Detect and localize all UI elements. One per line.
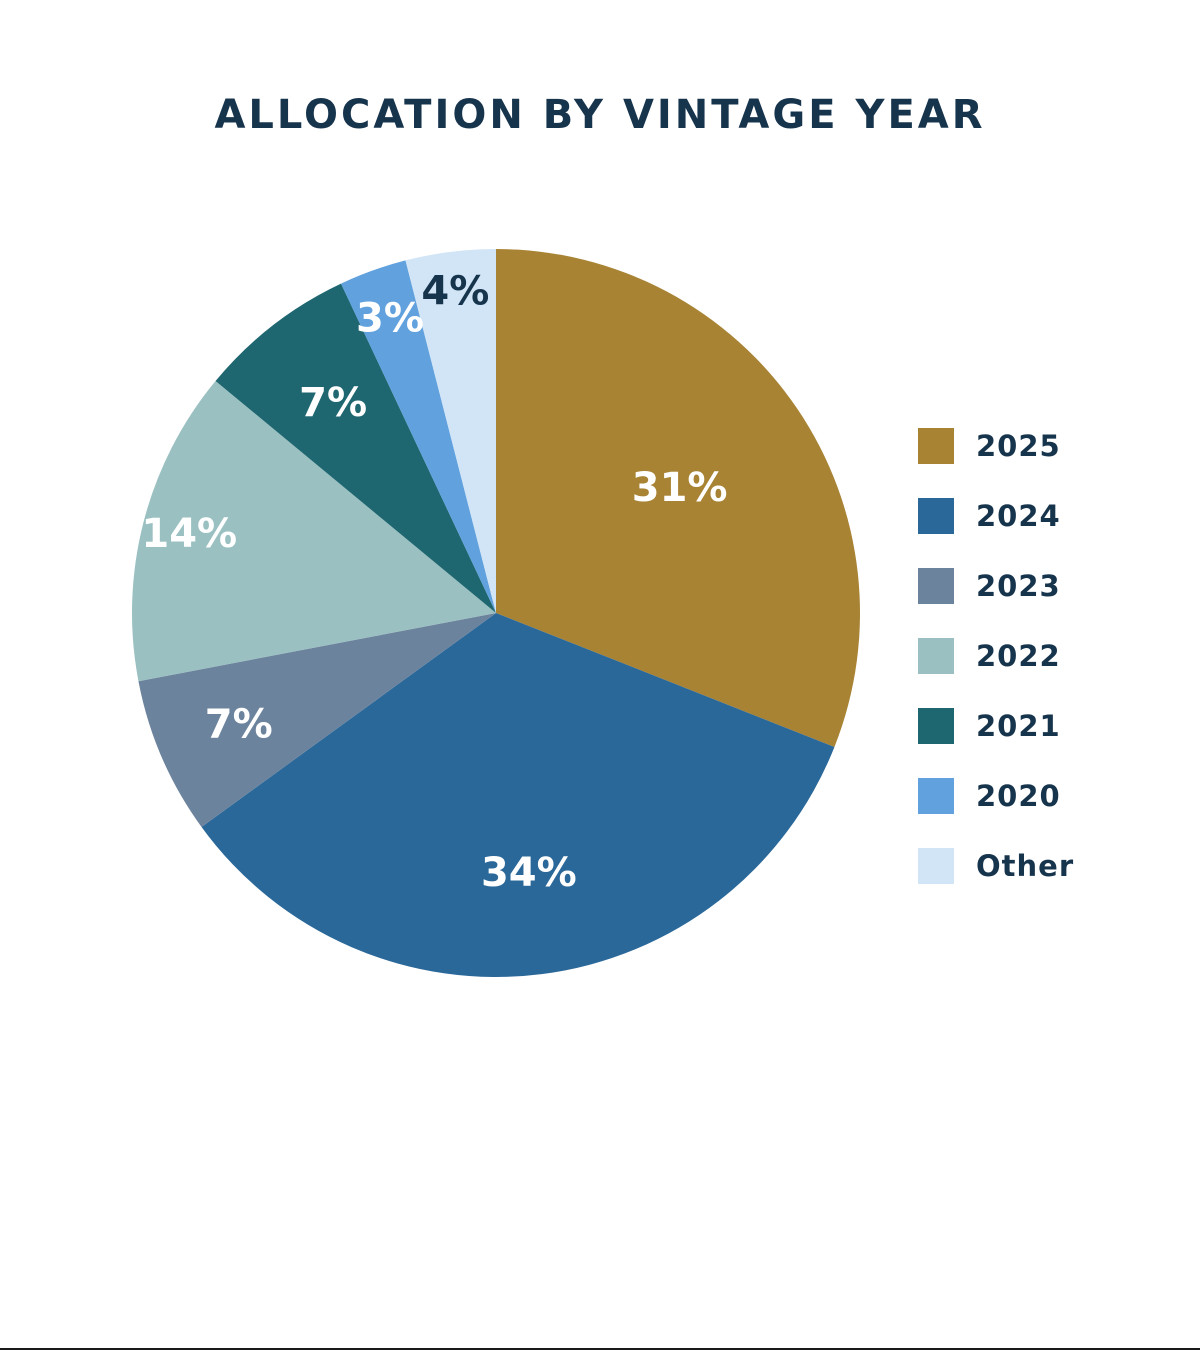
pie-slice-other: [405, 249, 496, 613]
legend-swatch-2022: [918, 638, 954, 674]
legend-swatch-2023: [918, 568, 954, 604]
legend-label-2025: 2025: [976, 429, 1061, 463]
pie-label-2021: 7%: [299, 380, 367, 426]
pie-slice-2020: [341, 260, 496, 613]
pie-slice-2025: [496, 249, 861, 747]
chart-title: ALLOCATION BY VINTAGE YEAR: [214, 92, 986, 138]
legend-swatch-other: [918, 848, 954, 884]
legend-swatch-2020: [918, 778, 954, 814]
legend-label-other: Other: [976, 849, 1075, 883]
pie-slice-2023: [138, 613, 496, 827]
legend-label-2021: 2021: [976, 709, 1061, 743]
pie-labels: 31% 34% 7% 14% 7% 3%4%: [141, 269, 727, 896]
legend-item-2023: 2023: [918, 568, 1178, 604]
legend: 2025 2024 2023 2022 2021 2020 Other: [918, 428, 1178, 918]
legend-item-2021: 2021: [918, 708, 1178, 744]
legend-label-2023: 2023: [976, 569, 1061, 603]
pie-slice-2022: [132, 380, 497, 682]
pie-label-2025: 31%: [632, 465, 728, 511]
legend-item-other: Other: [918, 848, 1178, 884]
pie-label-2023: 7%: [205, 701, 273, 747]
pie-slice-2024: [201, 613, 835, 978]
legend-swatch-2024: [918, 498, 954, 534]
pie-label-2022: 14%: [141, 511, 237, 557]
legend-label-2020: 2020: [976, 779, 1061, 813]
pie-label-2020: 3%: [356, 295, 424, 341]
legend-label-2022: 2022: [976, 639, 1061, 673]
pie-slice-2021: [215, 283, 496, 613]
legend-swatch-2025: [918, 428, 954, 464]
legend-swatch-2021: [918, 708, 954, 744]
pie-label-2024: 34%: [481, 850, 577, 896]
bottom-rule: [0, 1348, 1200, 1350]
pie-slices: [132, 249, 861, 978]
pie-label-other: 4%: [421, 269, 489, 315]
legend-label-2024: 2024: [976, 499, 1061, 533]
legend-item-2022: 2022: [918, 638, 1178, 674]
legend-item-2020: 2020: [918, 778, 1178, 814]
legend-item-2025: 2025: [918, 428, 1178, 464]
legend-item-2024: 2024: [918, 498, 1178, 534]
